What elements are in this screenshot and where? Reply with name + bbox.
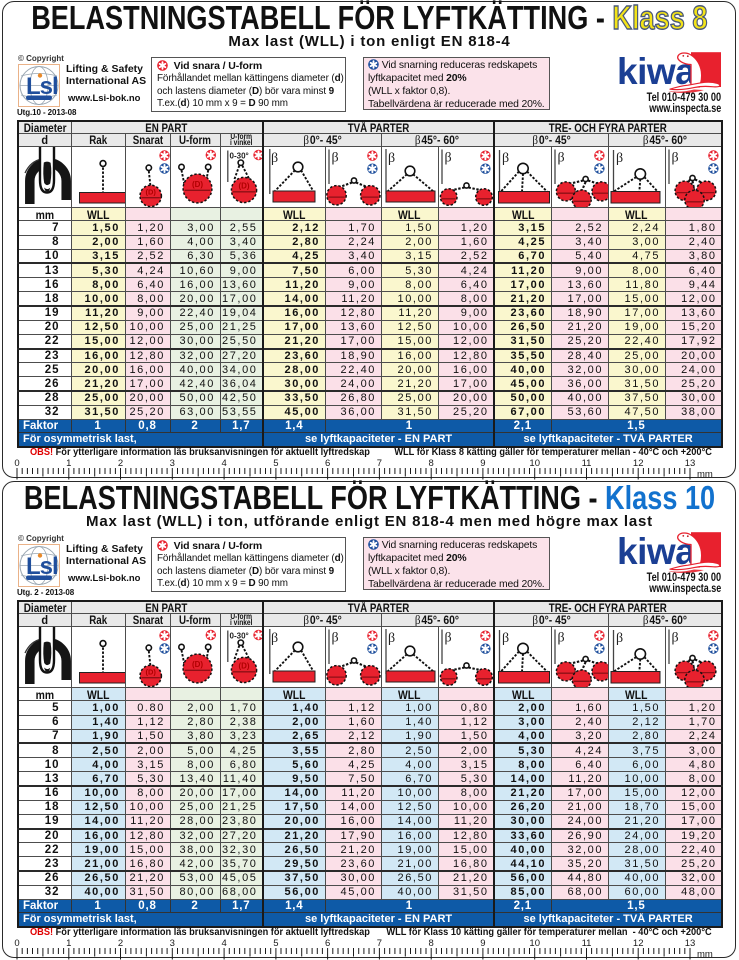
svg-text:β: β xyxy=(271,631,278,646)
svg-text:β: β xyxy=(671,151,678,166)
svg-text:2: 2 xyxy=(118,938,123,949)
svg-text:1: 1 xyxy=(66,458,71,469)
svg-text:12: 12 xyxy=(633,938,644,949)
svg-text:β: β xyxy=(444,151,451,166)
svg-text:(D): (D) xyxy=(191,660,202,669)
svg-text:(D): (D) xyxy=(238,182,249,191)
svg-text:β: β xyxy=(557,631,564,646)
svg-text:β: β xyxy=(502,631,509,646)
svg-text:3: 3 xyxy=(170,458,175,469)
svg-text:(D): (D) xyxy=(145,188,156,197)
svg-text:2: 2 xyxy=(118,458,123,469)
svg-text:10: 10 xyxy=(529,938,540,949)
svg-text:13: 13 xyxy=(685,938,696,949)
svg-text:(D): (D) xyxy=(238,662,249,671)
svg-text:β: β xyxy=(557,151,564,166)
svg-text:13: 13 xyxy=(685,458,696,469)
svg-text:4: 4 xyxy=(221,938,226,949)
svg-text:6: 6 xyxy=(325,938,330,949)
svg-text:β: β xyxy=(271,151,278,166)
svg-text:mm: mm xyxy=(697,469,713,480)
svg-text:β: β xyxy=(388,631,395,646)
svg-text:5: 5 xyxy=(273,458,278,469)
svg-text:0: 0 xyxy=(14,938,19,949)
svg-text:0-30°: 0-30° xyxy=(229,632,248,641)
svg-text:β: β xyxy=(616,631,623,646)
svg-text:8: 8 xyxy=(429,458,434,469)
svg-text:7: 7 xyxy=(377,458,382,469)
svg-text:9: 9 xyxy=(480,458,485,469)
svg-text:β: β xyxy=(331,151,338,166)
svg-text:10: 10 xyxy=(529,458,540,469)
svg-text:5: 5 xyxy=(273,938,278,949)
svg-text:7: 7 xyxy=(377,938,382,949)
svg-text:8: 8 xyxy=(429,938,434,949)
svg-text:6: 6 xyxy=(325,458,330,469)
svg-text:0: 0 xyxy=(14,458,19,469)
svg-text:11: 11 xyxy=(582,938,592,949)
svg-text:(D): (D) xyxy=(191,180,202,189)
svg-text:β: β xyxy=(502,151,509,166)
svg-text:mm: mm xyxy=(697,949,713,960)
svg-text:12: 12 xyxy=(633,458,644,469)
svg-text:0-30°: 0-30° xyxy=(229,152,248,161)
svg-text:1: 1 xyxy=(66,938,71,949)
svg-text:9: 9 xyxy=(480,938,485,949)
svg-text:β: β xyxy=(388,151,395,166)
svg-text:(D): (D) xyxy=(145,668,156,677)
svg-text:4: 4 xyxy=(221,458,226,469)
svg-text:β: β xyxy=(671,631,678,646)
svg-text:11: 11 xyxy=(582,458,592,469)
svg-text:β: β xyxy=(616,151,623,166)
svg-text:β: β xyxy=(444,631,451,646)
svg-text:3: 3 xyxy=(170,938,175,949)
svg-text:β: β xyxy=(331,631,338,646)
